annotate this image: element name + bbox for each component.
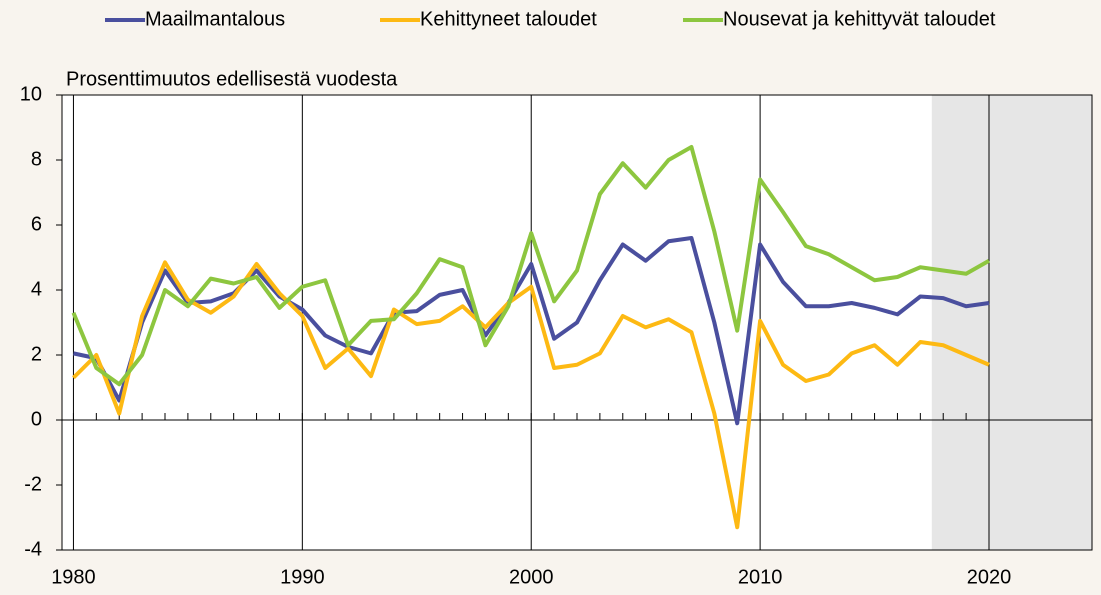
x-tick-label: 2020 <box>967 566 1012 588</box>
y-tick-label: 6 <box>31 213 42 235</box>
y-tick-label: 10 <box>20 83 42 105</box>
legend-label: Kehittyneet taloudet <box>420 8 597 30</box>
y-tick-label: -2 <box>24 473 42 495</box>
plot-border <box>61 94 1093 551</box>
x-tick-label: 1990 <box>280 566 325 588</box>
y-tick-label: 4 <box>31 278 42 300</box>
x-tick-label: 1980 <box>51 566 96 588</box>
series-line <box>72 260 990 530</box>
legend-label: Maailmantalous <box>145 8 285 30</box>
series-line <box>71 145 990 387</box>
chart-subtitle: Prosenttimuutos edellisestä vuodesta <box>66 68 398 90</box>
forecast-shade <box>931 95 1092 550</box>
x-tick-label: 2000 <box>509 566 554 588</box>
x-tick-label: 2010 <box>738 566 783 588</box>
series-line <box>73 236 990 426</box>
y-tick-label: 8 <box>31 148 42 170</box>
legend-label: Nousevat ja kehittyvät taloudet <box>723 8 996 30</box>
y-tick-label: 2 <box>31 343 42 365</box>
y-tick-label: 0 <box>31 408 42 430</box>
y-tick-label: -4 <box>24 538 42 560</box>
